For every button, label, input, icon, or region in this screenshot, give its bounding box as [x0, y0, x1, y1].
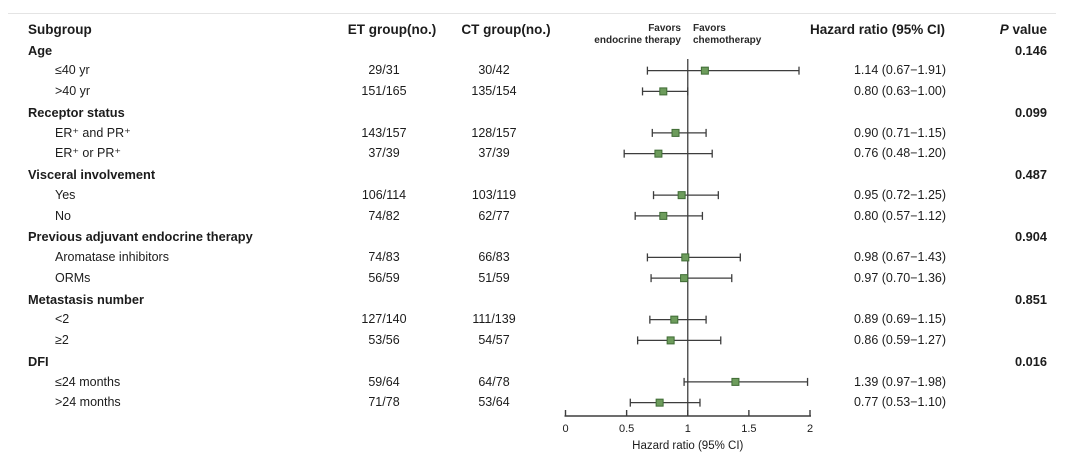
group-row: DFI 0.016 — [0, 351, 1066, 372]
row-label: >24 months — [55, 395, 121, 410]
subgroup-row: >24 months 71/78 53/64 0.77 (0.53−1.10) — [0, 392, 1066, 413]
favors-right-line2: chemotherapy — [693, 34, 762, 46]
et-count: 127/140 — [361, 312, 407, 327]
ct-count: 103/119 — [471, 187, 517, 202]
subgroup-row: ER⁺ and PR⁺ 143/157 128/157 0.90 (0.71−1.15… — [0, 123, 1066, 144]
hazard-ratio-text: 1.39 (0.97−1.98) — [853, 374, 947, 389]
subgroup-row: ≥2 53/56 54/57 0.86 (0.59−1.27) — [0, 330, 1066, 351]
hazard-ratio-text: 0.80 (0.57−1.12) — [853, 208, 947, 223]
favors-chemotherapy-label: Favors chemotherapy — [693, 23, 853, 46]
group-row: Receptor status 0.099 — [0, 102, 1066, 123]
ct-count: 54/57 — [478, 333, 510, 347]
x-tick-label: 1.5 — [741, 423, 756, 435]
et-count: 29/31 — [368, 63, 400, 78]
favors-right-line1: Favors — [693, 23, 726, 34]
favors-endocrine-label: Favors endocrine therapy — [481, 23, 681, 46]
p-value: 0.016 — [1014, 353, 1047, 369]
row-label: Metastasis number — [28, 291, 144, 307]
ct-count: 64/78 — [478, 374, 510, 389]
p-value: 0.851 — [1014, 291, 1047, 307]
hazard-ratio-text: 0.77 (0.53−1.10) — [853, 395, 947, 410]
et-count: 71/78 — [368, 395, 400, 410]
favors-left-line1: Favors — [648, 23, 681, 34]
subgroup-row: ER⁺ or PR⁺ 37/39 37/39 0.76 (0.48−1.20) — [0, 143, 1066, 164]
p-value-italic-letter: P — [999, 22, 1009, 37]
ct-count: 111/139 — [472, 312, 516, 327]
ct-count: 62/77 — [478, 208, 510, 223]
subgroup-row: <2 127/140 111/139 0.89 (0.69−1.15) — [0, 309, 1066, 330]
row-label: ER⁺ and PR⁺ — [55, 125, 131, 140]
subgroup-row: >40 yr 151/165 135/154 0.80 (0.63−1.00) — [0, 81, 1066, 102]
ct-count: 135/154 — [471, 84, 517, 98]
group-row: Visceral involvement 0.487 — [0, 164, 1066, 185]
subgroup-row: No 74/82 62/77 0.80 (0.57−1.12) — [0, 206, 1066, 227]
column-header-ct-group: CT group(no.) — [461, 22, 551, 37]
et-count: 59/64 — [368, 374, 400, 389]
subgroup-row: ORMs 56/59 51/59 0.97 (0.70−1.36) — [0, 268, 1066, 289]
ct-count: 66/83 — [478, 250, 510, 264]
p-value: 0.099 — [1014, 104, 1047, 120]
hazard-ratio-text: 0.98 (0.67−1.43) — [853, 250, 947, 264]
et-count: 56/59 — [368, 270, 400, 285]
ct-count: 37/39 — [478, 146, 510, 161]
p-value: 0.487 — [1014, 167, 1047, 182]
divider — [8, 13, 1056, 14]
column-header-hazard-ratio: Hazard ratio (95% CI) — [810, 22, 946, 37]
row-label: Previous adjuvant endocrine therapy — [28, 229, 253, 245]
hazard-ratio-text: 0.80 (0.63−1.00) — [853, 84, 947, 98]
et-count: 74/82 — [368, 208, 400, 223]
et-count: 151/165 — [361, 84, 407, 98]
x-tick-label: 0 — [562, 423, 568, 435]
x-tick-label: 2 — [807, 423, 813, 435]
p-value: 0.904 — [1014, 229, 1047, 245]
row-label: ≤24 months — [55, 374, 121, 389]
row-label: ORMs — [55, 270, 91, 285]
hazard-ratio-text: 0.76 (0.48−1.20) — [853, 146, 947, 161]
group-row: Age 0.146 — [0, 40, 1066, 61]
ct-count: 30/42 — [478, 63, 510, 78]
ct-count: 53/64 — [478, 395, 510, 410]
row-label: <2 — [55, 312, 70, 327]
subgroup-row: ≤40 yr 29/31 30/42 1.14 (0.67−1.91) — [0, 60, 1066, 81]
column-header-et-group: ET group(no.) — [347, 22, 437, 37]
x-axis-label: Hazard ratio (95% CI) — [632, 440, 743, 452]
row-label: ≤40 yr — [55, 63, 90, 78]
row-label: >40 yr — [55, 84, 91, 98]
row-label: Visceral involvement — [28, 167, 156, 182]
ct-count: 128/157 — [471, 125, 517, 140]
row-label: Age — [28, 42, 53, 58]
row-label: ER⁺ or PR⁺ — [55, 146, 121, 161]
group-row: Previous adjuvant endocrine therapy 0.904 — [0, 226, 1066, 247]
hazard-ratio-text: 0.97 (0.70−1.36) — [853, 270, 947, 285]
hazard-ratio-text: 1.14 (0.67−1.91) — [853, 63, 947, 78]
et-count: 106/114 — [361, 187, 407, 202]
favors-left-line2: endocrine therapy — [594, 34, 681, 46]
hazard-ratio-text: 0.89 (0.69−1.15) — [853, 312, 947, 327]
x-tick-label: 0.5 — [619, 423, 634, 435]
x-tick-label: 1 — [685, 423, 691, 435]
hazard-ratio-text: 0.90 (0.71−1.15) — [853, 125, 947, 140]
row-label: Yes — [55, 187, 76, 202]
p-value: 0.146 — [1014, 42, 1047, 58]
row-label: Aromatase inhibitors — [55, 250, 169, 264]
et-count: 37/39 — [368, 146, 400, 161]
et-count: 74/83 — [368, 250, 400, 264]
subgroup-row: ≤24 months 59/64 64/78 1.39 (0.97−1.98) — [0, 372, 1066, 393]
group-row: Metastasis number 0.851 — [0, 289, 1066, 310]
et-count: 143/157 — [361, 125, 407, 140]
column-header-subgroup: Subgroup — [28, 22, 92, 37]
row-label: DFI — [28, 353, 49, 369]
p-value-rest: value — [1008, 22, 1047, 37]
row-label: ≥2 — [55, 333, 69, 347]
row-label: Receptor status — [28, 104, 125, 120]
et-count: 53/56 — [368, 333, 400, 347]
row-label: No — [55, 208, 71, 223]
subgroup-row: Aromatase inhibitors 74/83 66/83 0.98 (0.67… — [0, 247, 1066, 268]
hazard-ratio-text: 0.95 (0.72−1.25) — [853, 187, 947, 202]
hazard-ratio-text: 0.86 (0.59−1.27) — [853, 333, 947, 347]
ct-count: 51/59 — [478, 270, 510, 285]
subgroup-row: Yes 106/114 103/119 0.95 (0.72−1.25) — [0, 185, 1066, 206]
column-header-p-value: P value — [967, 21, 1047, 39]
